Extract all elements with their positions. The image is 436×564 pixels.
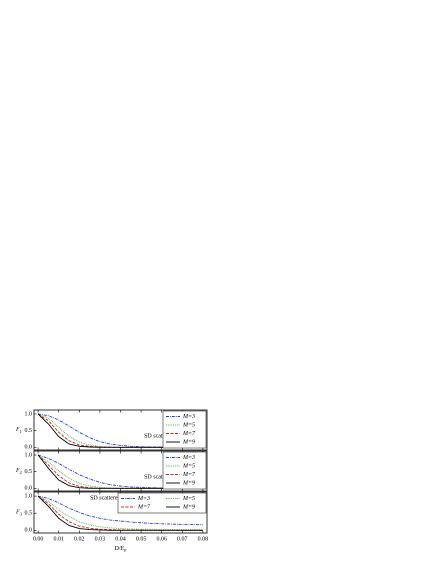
y-axis-label: F3 <box>15 510 23 517</box>
y-axis-label-sub: 1 <box>20 429 22 434</box>
legend-label: M=7 <box>137 504 151 510</box>
x-tick-label: 0.04 <box>115 536 126 542</box>
y-axis-label: F1 <box>15 427 22 434</box>
y-axis-label-sub: 3 <box>20 512 23 517</box>
annotation: SD scatterers <box>144 474 176 480</box>
legend-label: M=5 <box>182 496 195 502</box>
y-tick-label: 0.0 <box>25 445 33 451</box>
y-tick-label: 0.5 <box>25 469 33 475</box>
series-line <box>37 495 203 531</box>
legend-label: M=9 <box>182 480 195 486</box>
x-tick-label: 0.08 <box>198 536 209 542</box>
legend-label: M=3 <box>182 414 195 420</box>
x-tick-label: 0.06 <box>156 536 167 542</box>
legend-label: M=3 <box>182 455 195 461</box>
legend-box <box>117 492 207 514</box>
annotation: SD scatterers <box>90 495 122 501</box>
y-tick-label: 0.5 <box>25 428 33 434</box>
y-tick-label: 0.0 <box>25 528 33 534</box>
y-tick-label: 0.0 <box>25 486 33 492</box>
x-tick-label: 0.05 <box>136 536 147 542</box>
legend-label: M=5 <box>182 463 195 469</box>
y-axis-label: F2 <box>15 468 22 475</box>
series-line <box>38 495 203 526</box>
y-axis-label-main: F <box>15 427 20 433</box>
y-axis-label-main: F <box>15 468 20 474</box>
x-axis-label: D/EF <box>113 546 127 553</box>
x-axis-label-main: D/E <box>113 546 124 552</box>
x-axis-label-sub: F <box>124 548 127 553</box>
x-tick-label: 0.03 <box>95 536 106 542</box>
y-tick-label: 1.0 <box>25 452 33 458</box>
series-line <box>37 413 203 448</box>
x-tick-label: 0.01 <box>53 536 64 542</box>
legend-label: M=5 <box>182 422 195 428</box>
legend-label: M=3 <box>137 496 150 502</box>
x-tick-label: 0.02 <box>74 536 85 542</box>
series-line <box>38 413 203 448</box>
legend-label: M=7 <box>182 472 196 478</box>
legend-label: M=9 <box>182 504 195 510</box>
x-tick-label: 0.07 <box>177 536 188 542</box>
y-tick-label: 1.0 <box>25 493 33 499</box>
y-axis-label-main: F <box>15 510 20 516</box>
y-axis-label-sub: 2 <box>20 470 22 475</box>
y-tick-label: 0.5 <box>25 511 33 517</box>
series-line <box>37 495 203 531</box>
x-tick-label: 0.00 <box>33 536 44 542</box>
annotation: SD scatterers <box>144 433 176 439</box>
legend-label: M=7 <box>182 431 196 437</box>
y-tick-label: 1.0 <box>25 411 33 417</box>
legend-label: M=9 <box>182 439 195 445</box>
